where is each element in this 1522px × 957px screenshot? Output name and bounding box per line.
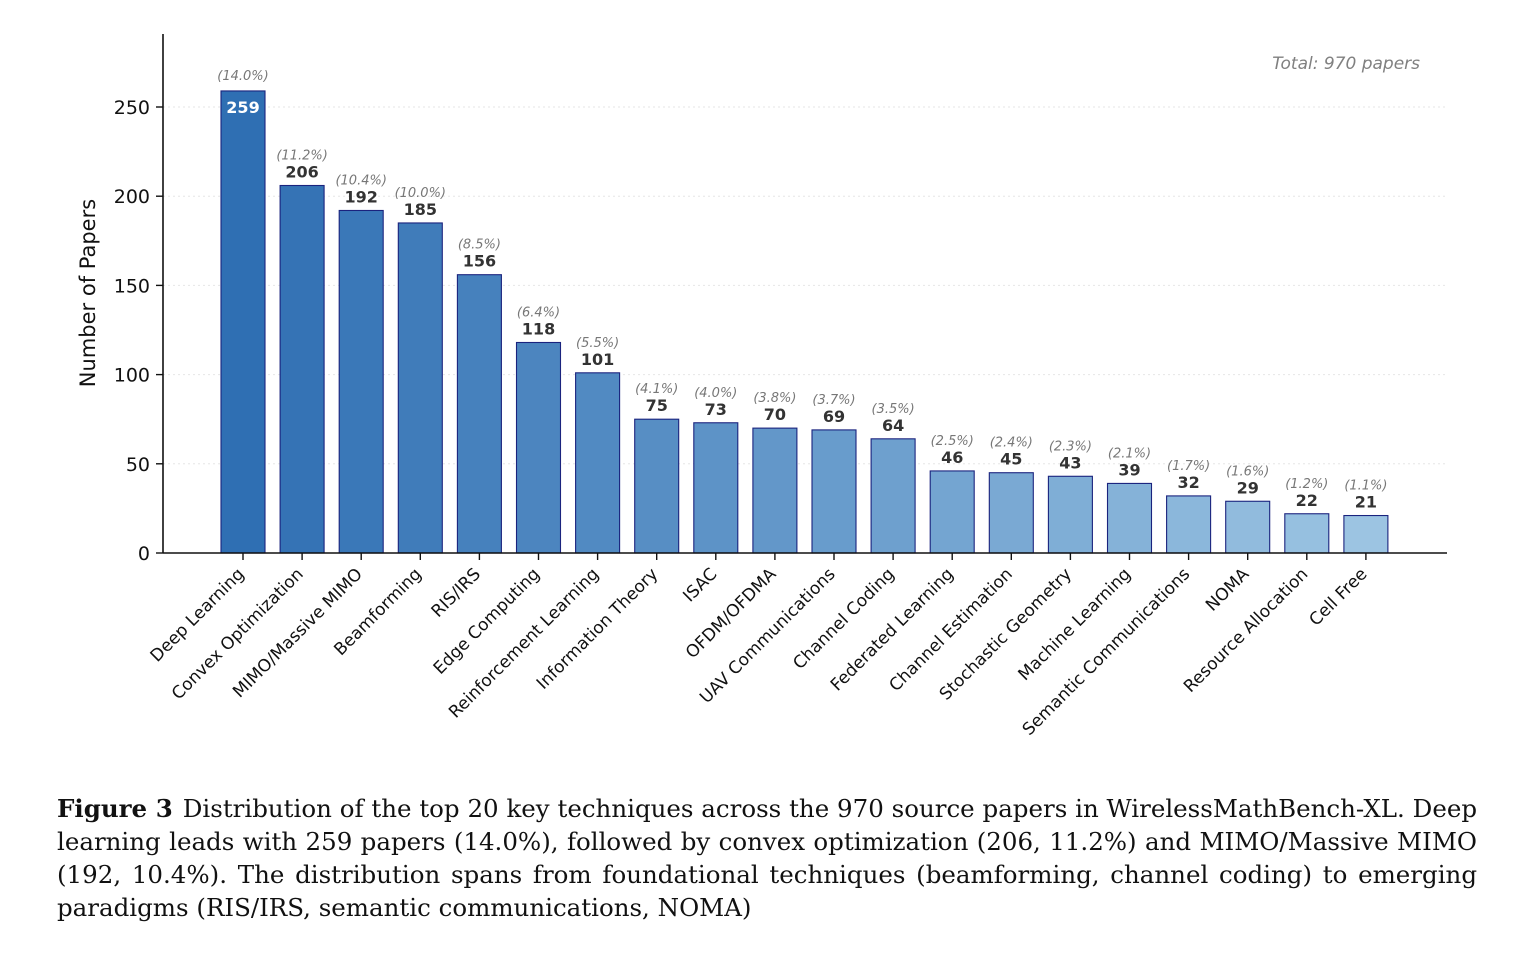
x-tick-label: NOMA: [1202, 564, 1253, 615]
percent-label: (1.2%): [1285, 477, 1328, 492]
bars: [220, 90, 1389, 554]
percent-label: (4.1%): [635, 382, 678, 397]
bar: [634, 418, 680, 554]
bar: [338, 209, 384, 554]
y-tick-label: 250: [114, 97, 150, 119]
value-label: 259: [226, 98, 259, 117]
value-label: 22: [1296, 491, 1318, 510]
percent-label: (10.4%): [335, 173, 386, 188]
y-tick-label: 150: [114, 275, 150, 297]
x-tick-label: Machine Learning: [1015, 564, 1135, 684]
x-tick-label: RIS/IRS: [428, 564, 485, 621]
percent-label: (11.2%): [276, 148, 327, 163]
value-label: 206: [285, 162, 318, 181]
percent-label: (3.7%): [812, 393, 855, 408]
bar: [870, 438, 916, 554]
bar: [811, 429, 857, 554]
bar: [1047, 475, 1093, 554]
percent-label: (6.4%): [517, 305, 560, 320]
x-tick-label: Cell Free: [1305, 564, 1371, 630]
caption-text: Distribution of the top 20 key technique…: [57, 794, 1477, 922]
bar: [456, 274, 502, 554]
axes: [162, 34, 1447, 554]
bar: [1343, 514, 1389, 554]
bar: [929, 470, 975, 554]
bar: [693, 422, 739, 554]
value-label: 156: [463, 252, 496, 271]
y-tick-label: 100: [114, 365, 150, 387]
bar-chart: 259 (14.0%) 206(11.2%) 192(10.4%) 185(10.0%)…: [76, 34, 1447, 740]
percent-label: (1.6%): [1226, 464, 1269, 479]
percent-label: (4.0%): [694, 386, 737, 401]
total-annotation: Total: 970 papers: [1272, 54, 1420, 74]
y-tick-label: 200: [114, 186, 150, 208]
bar: [279, 184, 325, 554]
value-label: 21: [1355, 493, 1377, 512]
value-label: 45: [1000, 450, 1022, 469]
x-tick-label: Channel Coding: [789, 564, 898, 673]
grid-lines: [163, 106, 1447, 465]
value-label: 73: [705, 400, 727, 419]
bar: [515, 341, 562, 554]
value-label: 32: [1177, 473, 1199, 492]
y-tick-label: 50: [126, 454, 150, 476]
percent-label: (1.7%): [1167, 459, 1210, 474]
percent-label: (2.5%): [931, 434, 974, 449]
value-label: 185: [404, 200, 437, 219]
percent-label: (3.8%): [753, 391, 796, 406]
bar: [1106, 482, 1153, 554]
bar: [1225, 500, 1271, 554]
percent-label: (2.1%): [1108, 446, 1151, 461]
bar-labels: 259 (14.0%) 206(11.2%) 192(10.4%) 185(10.0%)…: [217, 69, 1387, 512]
percent-label: (14.0%): [217, 69, 268, 84]
value-label: 118: [522, 319, 555, 338]
bar: [575, 372, 621, 554]
y-axis-label: Number of Papers: [76, 199, 100, 387]
bar: [397, 222, 443, 554]
bar: [1284, 513, 1330, 554]
value-label: 75: [646, 396, 668, 415]
x-tick-label: ISAC: [679, 564, 721, 606]
percent-label: (2.3%): [1049, 439, 1092, 454]
value-label: 70: [764, 405, 786, 424]
percent-label: (1.1%): [1344, 479, 1387, 494]
value-label: 46: [941, 448, 963, 467]
value-label: 39: [1118, 460, 1140, 479]
figure-label: Figure 3: [57, 794, 173, 823]
y-ticks: 0 50 100 150 200 250: [114, 97, 163, 565]
value-label: 192: [344, 187, 377, 206]
value-label: 69: [823, 407, 845, 426]
percent-label: (10.0%): [395, 186, 446, 201]
y-tick-label: 0: [138, 543, 150, 565]
value-label: 29: [1237, 478, 1259, 497]
percent-label: (2.4%): [990, 436, 1033, 451]
bar: [752, 427, 798, 554]
x-tick-label: Edge Computing: [430, 564, 544, 678]
value-label: 101: [581, 350, 614, 369]
figure-caption: Figure 3 Distribution of the top 20 key t…: [57, 792, 1477, 924]
bar: [1166, 495, 1212, 554]
bar: [988, 472, 1034, 554]
percent-label: (8.5%): [458, 238, 501, 253]
percent-label: (5.5%): [576, 336, 619, 351]
value-label: 64: [882, 416, 904, 435]
percent-label: (3.5%): [872, 402, 915, 417]
value-label: 43: [1059, 453, 1081, 472]
bar: [220, 90, 266, 554]
